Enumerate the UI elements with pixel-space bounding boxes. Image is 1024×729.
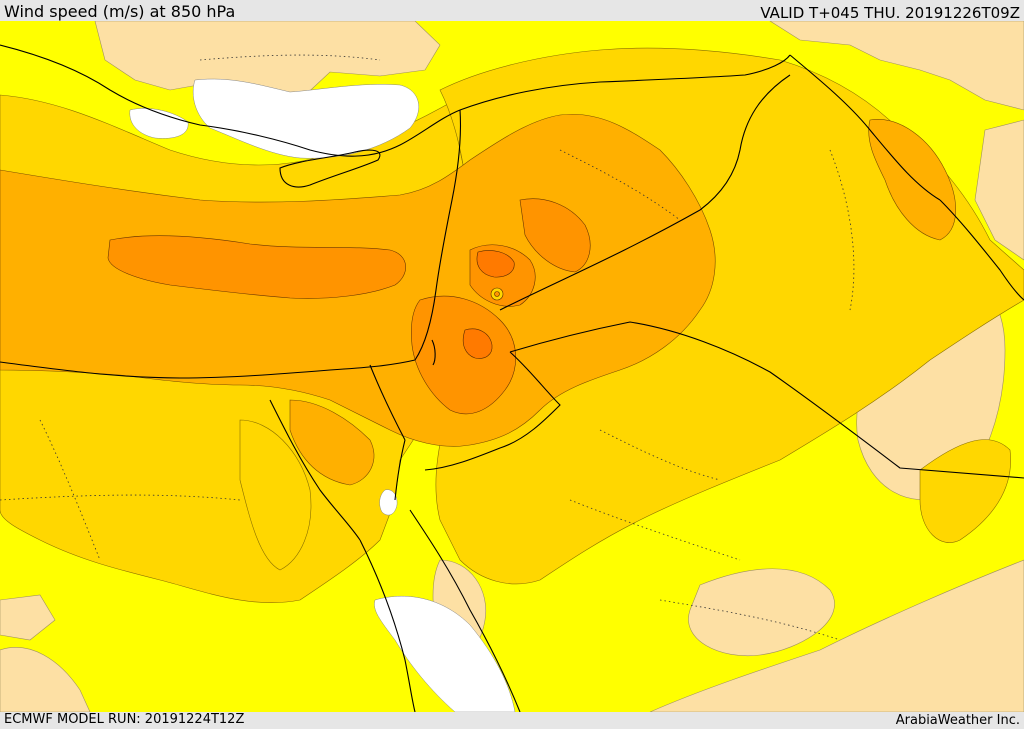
border-syria-iraq [499,74,791,311]
border-iran-iraq [789,54,941,201]
wind-speed-map[interactable] [0,21,1024,712]
calm-east-edge [974,119,1024,261]
credit-label: ArabiaWeather Inc. [895,713,1020,728]
border-turkey-syria [459,54,791,111]
coast-levant [414,109,462,361]
map-canvas [0,21,1024,712]
gulf-of-aqaba [394,439,406,501]
calm-south-blob [688,568,835,657]
coast-egypt-north [0,359,416,379]
moderate-egypt-east [239,419,312,571]
strong-cyprus-band [107,235,406,299]
model-run: ECMWF MODEL RUN: 20191224T12Z [4,712,245,727]
white-anatolia-west [129,108,189,139]
core-syria [476,250,515,278]
province-borders [0,54,855,641]
dead-sea [431,339,436,366]
white-anatolia [192,78,419,159]
red-sea-west-coast [359,539,416,712]
fresh-iraq-north [868,119,956,241]
moderate-saudi-east [919,439,1011,543]
title-bar: Wind speed (m/s) at 850 hPa VALID T+045 … [0,0,1024,21]
strong-regions [107,198,591,415]
border-jordan-saudi [509,321,1024,479]
very-strong-cores [462,250,515,359]
core-mark-inner [494,291,500,297]
no-wind-regions [129,78,516,712]
red-sea-east-coast [409,509,521,712]
border-egypt-israel [369,364,406,441]
strong-syria-east [519,198,591,273]
border-saudi-jordan-south [424,351,561,471]
calm-regions [0,21,1024,712]
fresh-sinai [289,399,375,486]
calm-nile-south [0,594,56,641]
white-aqaba [379,489,398,516]
cyprus [279,149,381,188]
persian-gulf-coast [939,199,1024,301]
calm-south-east [649,559,1024,712]
white-red-sea [374,595,516,712]
calm-north-east [769,21,1024,111]
coast-turkey-south [0,44,461,157]
valid-time: VALID T+045 THU. 20191226T09Z [760,4,1020,22]
gulf-of-suez [269,399,361,541]
boundaries [0,44,1024,712]
strong-jordan [410,295,516,415]
footer-bar: ECMWF MODEL RUN: 20191224T12Z ArabiaWeat… [0,712,1024,729]
calm-southwest [0,647,91,712]
core-jordan [462,328,493,359]
map-title: Wind speed (m/s) at 850 hPa [4,2,236,21]
